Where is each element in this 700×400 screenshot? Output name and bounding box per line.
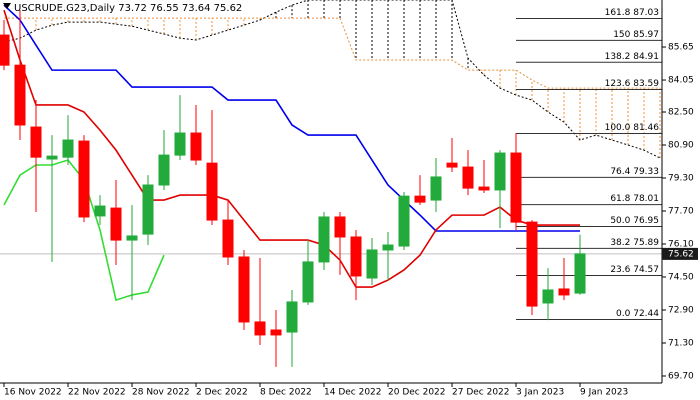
- candle-body: [350, 236, 362, 277]
- y-tick-label: 76.10: [668, 239, 694, 249]
- candle-body: [510, 152, 522, 223]
- cloud-span-a: [3, 0, 661, 159]
- x-tick-label: 14 Dec 2022: [324, 388, 382, 398]
- candle-body: [478, 186, 490, 191]
- fib-label: 161.8 87.03: [605, 8, 659, 18]
- fib-label: 123.6 83.59: [605, 79, 660, 89]
- x-tick-label: 20 Dec 2022: [388, 388, 446, 398]
- y-tick-label: 71.30: [668, 338, 694, 348]
- fib-label: 50.0 76.95: [610, 216, 659, 226]
- indicator-line: [3, 9, 580, 288]
- symbol-icon: [3, 3, 11, 9]
- candle-body: [94, 205, 106, 217]
- candle-body: [574, 253, 586, 294]
- indicator-line: [3, 4, 580, 232]
- y-tick-label: 80.90: [668, 140, 694, 150]
- candle-body: [446, 162, 458, 168]
- candle-body: [558, 288, 570, 296]
- y-tick-label: 82.50: [668, 107, 694, 117]
- y-tick-label: 84.05: [668, 76, 694, 86]
- candle-body: [78, 140, 90, 218]
- candle-body: [110, 207, 122, 241]
- candle-body: [398, 195, 410, 247]
- candle-body: [270, 329, 282, 336]
- candle-body: [14, 64, 26, 126]
- fib-label: 150 85.97: [613, 30, 659, 40]
- y-tick-label: 85.65: [668, 43, 694, 53]
- candle-body: [414, 195, 426, 203]
- fib-label: 138.2 84.91: [605, 52, 659, 62]
- plot-area: [0, 0, 662, 367]
- candle-body: [302, 261, 314, 303]
- chart-title: USCRUDE.G23,Daily 73.72 76.55 73.64 75.6…: [14, 3, 242, 14]
- x-tick-label: 28 Nov 2022: [132, 388, 190, 398]
- y-tick-label: 77.70: [668, 206, 694, 216]
- candle-body: [462, 166, 474, 189]
- candle-body: [334, 216, 346, 238]
- candle-body: [382, 244, 394, 251]
- candle-body: [222, 219, 234, 258]
- fib-label: 61.8 78.01: [610, 194, 659, 204]
- candle-body: [190, 132, 202, 161]
- candle-body: [126, 235, 138, 241]
- cloud-span-b: [4, 17, 660, 89]
- candle-body: [430, 176, 442, 201]
- fib-label: 0.0 72.44: [616, 309, 659, 319]
- x-tick-label: 3 Jan 2023: [516, 388, 564, 398]
- y-tick-label: 72.90: [668, 305, 694, 315]
- x-tick-label: 8 Dec 2022: [260, 388, 312, 398]
- candle-body: [366, 249, 378, 279]
- current-price-tag: [662, 247, 698, 260]
- x-tick-label: 27 Dec 2022: [452, 388, 510, 398]
- candle-body: [158, 154, 170, 186]
- candle-body: [0, 34, 10, 66]
- candle-body: [30, 126, 42, 158]
- x-tick-label: 2 Dec 2022: [196, 388, 248, 398]
- candle-body: [542, 289, 554, 304]
- x-tick-label: 9 Jan 2023: [580, 388, 628, 398]
- candle-body: [46, 155, 58, 160]
- candle-body: [238, 256, 250, 323]
- x-tick-label: 16 Nov 2022: [4, 388, 62, 398]
- candle-body: [286, 301, 298, 333]
- candle-body: [62, 139, 74, 158]
- fib-label: 76.4 79.33: [610, 167, 659, 177]
- current-price-label: 75.62: [668, 249, 694, 259]
- y-tick-label: 74.50: [668, 272, 694, 282]
- candle-body: [206, 162, 218, 221]
- candle-body: [142, 184, 154, 235]
- fib-label: 100.0 81.46: [605, 123, 660, 133]
- fib-label: 23.6 74.57: [610, 265, 659, 275]
- x-tick-label: 22 Nov 2022: [68, 388, 126, 398]
- candle-body: [526, 221, 538, 307]
- y-tick-label: 69.70: [668, 371, 694, 381]
- y-tick-label: 79.30: [668, 173, 694, 183]
- candle-body: [254, 321, 266, 336]
- candle-body: [174, 132, 186, 156]
- candle-body: [318, 216, 330, 263]
- fib-label: 38.2 75.89: [610, 238, 659, 248]
- candle-body: [494, 152, 506, 191]
